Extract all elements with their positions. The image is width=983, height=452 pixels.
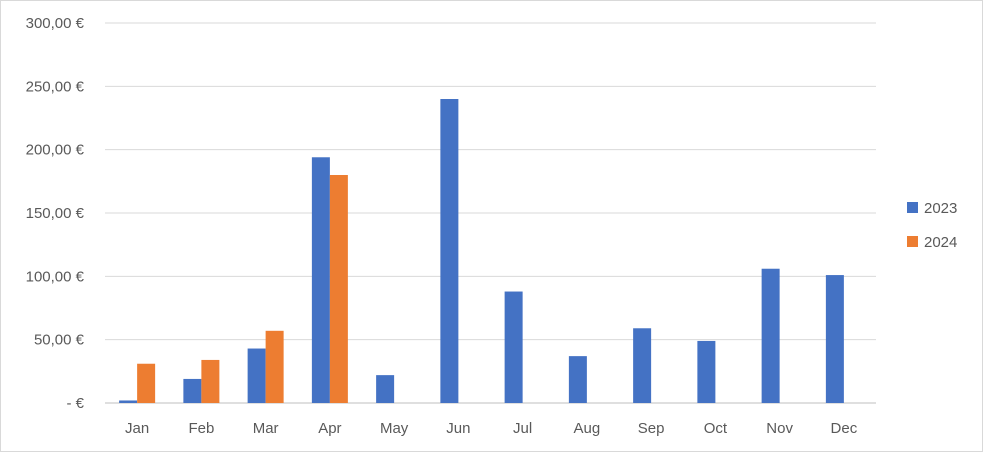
x-tick-label: Jun xyxy=(446,420,470,437)
bar-2024-mar xyxy=(265,330,284,403)
x-tick-label: Jan xyxy=(125,420,149,437)
y-tick-label: 100,00 € xyxy=(26,268,85,285)
y-tick-label: 250,00 € xyxy=(26,78,85,95)
gridlines xyxy=(105,22,876,404)
bar-2023-mar xyxy=(247,348,266,403)
bar-2023-apr xyxy=(311,157,330,403)
legend-label-2024: 2024 xyxy=(924,234,957,251)
x-axis-ticks: Jan Feb Mar Apr May Jun Jul Aug Sep Oct Nov Dec xyxy=(125,420,858,437)
bar-2023-feb xyxy=(183,378,202,403)
bar-2024-apr xyxy=(329,175,348,403)
y-axis-ticks: - € 50,00 € 100,00 € 150,00 € 200,00 € 250,00… xyxy=(26,15,85,412)
x-tick-label: Jul xyxy=(513,420,532,437)
legend-label-2023: 2023 xyxy=(924,200,957,217)
bar-2023-oct xyxy=(697,340,716,403)
x-tick-label: Mar xyxy=(253,420,279,437)
x-tick-label: Aug xyxy=(574,420,601,437)
bar-2023-jul xyxy=(504,291,523,403)
bars xyxy=(119,99,844,403)
y-tick-label: 300,00 € xyxy=(26,15,85,32)
bar-2023-jun xyxy=(440,99,459,403)
bar-2023-aug xyxy=(568,356,587,403)
bar-2023-sep xyxy=(633,328,652,403)
bar-2023-may xyxy=(376,375,395,403)
x-tick-label: Apr xyxy=(318,420,341,437)
y-tick-label: 50,00 € xyxy=(34,332,85,349)
bar-2023-jan xyxy=(119,400,138,403)
x-tick-label: May xyxy=(380,420,409,437)
bar-2023-nov xyxy=(761,268,780,403)
x-tick-label: Nov xyxy=(766,420,793,437)
legend-swatch-2024 xyxy=(907,236,918,247)
x-tick-label: Dec xyxy=(831,420,858,437)
x-tick-label: Oct xyxy=(704,420,728,437)
y-tick-label: - € xyxy=(66,395,84,412)
legend-swatch-2023 xyxy=(907,202,918,213)
bar-2024-feb xyxy=(201,359,220,403)
x-tick-label: Sep xyxy=(638,420,665,437)
x-tick-label: Feb xyxy=(188,420,214,437)
y-tick-label: 150,00 € xyxy=(26,205,85,222)
legend: 2023 2024 xyxy=(907,200,957,251)
bar-2023-dec xyxy=(825,275,844,403)
bar-2024-jan xyxy=(137,363,156,403)
y-tick-label: 200,00 € xyxy=(26,142,85,159)
